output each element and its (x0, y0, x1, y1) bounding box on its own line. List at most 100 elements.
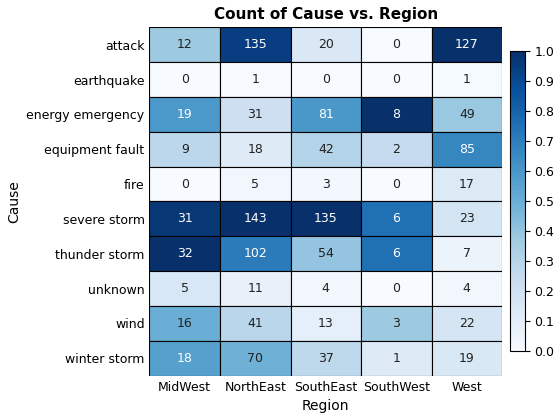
Bar (291, 236, 361, 271)
Text: 22: 22 (459, 317, 475, 330)
Text: 0: 0 (181, 178, 189, 191)
Bar (432, 97, 502, 132)
Text: 6: 6 (393, 247, 400, 260)
Text: 0: 0 (181, 73, 189, 86)
Bar (220, 27, 291, 62)
Bar (432, 27, 502, 62)
Bar (432, 167, 502, 202)
Text: 1: 1 (463, 73, 471, 86)
Text: 49: 49 (459, 108, 475, 121)
Bar (291, 341, 361, 375)
Bar (150, 306, 220, 341)
Bar (361, 271, 432, 306)
Text: 1: 1 (251, 73, 259, 86)
Bar (220, 97, 291, 132)
Text: 19: 19 (459, 352, 475, 365)
Bar (432, 271, 502, 306)
Text: 81: 81 (318, 108, 334, 121)
Bar (150, 341, 220, 375)
Text: 102: 102 (244, 247, 267, 260)
Bar (361, 341, 432, 375)
Bar (291, 27, 361, 62)
Text: 3: 3 (322, 178, 330, 191)
Text: 1: 1 (393, 352, 400, 365)
Bar (291, 271, 361, 306)
Bar (432, 236, 502, 271)
Bar (150, 27, 220, 62)
Bar (150, 132, 220, 167)
Bar (220, 341, 291, 375)
Text: 0: 0 (392, 282, 400, 295)
Bar (291, 97, 361, 132)
Text: 6: 6 (393, 213, 400, 226)
Bar (291, 62, 361, 97)
Text: 5: 5 (251, 178, 259, 191)
Text: 13: 13 (318, 317, 334, 330)
Text: 4: 4 (463, 282, 471, 295)
Bar (220, 271, 291, 306)
Text: 135: 135 (314, 213, 338, 226)
Bar (291, 167, 361, 202)
Text: 23: 23 (459, 213, 475, 226)
Bar (220, 62, 291, 97)
Text: 5: 5 (181, 282, 189, 295)
Bar (150, 271, 220, 306)
Text: 11: 11 (248, 282, 263, 295)
Text: 3: 3 (393, 317, 400, 330)
Title: Count of Cause vs. Region: Count of Cause vs. Region (213, 7, 438, 22)
Bar (361, 167, 432, 202)
Text: 143: 143 (244, 213, 267, 226)
Bar (220, 167, 291, 202)
Text: 4: 4 (322, 282, 330, 295)
Bar (361, 202, 432, 236)
Bar (150, 167, 220, 202)
Text: 2: 2 (393, 143, 400, 156)
Bar (220, 306, 291, 341)
Text: 31: 31 (248, 108, 263, 121)
Bar (361, 62, 432, 97)
Bar (432, 202, 502, 236)
Text: 18: 18 (248, 143, 263, 156)
Bar (150, 97, 220, 132)
Bar (361, 236, 432, 271)
Bar (220, 236, 291, 271)
Text: 42: 42 (318, 143, 334, 156)
Bar (291, 306, 361, 341)
Bar (361, 97, 432, 132)
Text: 0: 0 (392, 38, 400, 51)
Text: 0: 0 (322, 73, 330, 86)
Bar (291, 202, 361, 236)
Text: 54: 54 (318, 247, 334, 260)
Bar (361, 306, 432, 341)
Bar (150, 202, 220, 236)
Bar (432, 62, 502, 97)
Text: 85: 85 (459, 143, 475, 156)
Text: 37: 37 (318, 352, 334, 365)
Text: 12: 12 (177, 38, 193, 51)
Bar (150, 62, 220, 97)
Bar (220, 132, 291, 167)
Y-axis label: Cause: Cause (7, 180, 21, 223)
Text: 0: 0 (392, 73, 400, 86)
Bar (150, 236, 220, 271)
Bar (361, 27, 432, 62)
Text: 31: 31 (177, 213, 193, 226)
Text: 18: 18 (177, 352, 193, 365)
Bar (432, 306, 502, 341)
Bar (291, 132, 361, 167)
Text: 70: 70 (248, 352, 263, 365)
Text: 41: 41 (248, 317, 263, 330)
Text: 19: 19 (177, 108, 193, 121)
Text: 8: 8 (392, 108, 400, 121)
Bar (220, 202, 291, 236)
X-axis label: Region: Region (302, 399, 349, 413)
Text: 135: 135 (244, 38, 267, 51)
Text: 16: 16 (177, 317, 193, 330)
Text: 32: 32 (177, 247, 193, 260)
Text: 127: 127 (455, 38, 479, 51)
Text: 20: 20 (318, 38, 334, 51)
Text: 7: 7 (463, 247, 471, 260)
Text: 0: 0 (392, 178, 400, 191)
Bar (432, 132, 502, 167)
Text: 9: 9 (181, 143, 189, 156)
